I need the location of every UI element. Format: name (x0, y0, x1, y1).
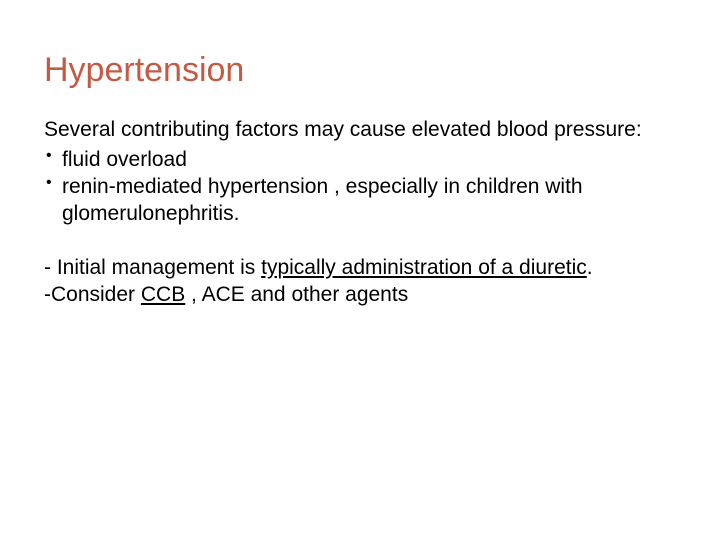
bullet-list: fluid overload renin-mediated hypertensi… (44, 146, 676, 228)
management-line: -Consider CCB , ACE and other agents (44, 281, 676, 308)
intro-text: Several contributing factors may cause e… (44, 117, 676, 143)
list-item: renin-mediated hypertension , especially… (44, 173, 676, 228)
mgmt-suffix: . (587, 256, 593, 279)
mgmt-underlined: CCB (141, 283, 185, 306)
mgmt-underlined: typically administration of a diuretic (261, 256, 587, 279)
mgmt-prefix: - Initial management is (44, 256, 261, 279)
mgmt-prefix: -Consider (44, 283, 141, 306)
slide-title: Hypertension (44, 52, 676, 89)
mgmt-suffix: , ACE and other agents (185, 283, 408, 306)
management-line: - Initial management is typically admini… (44, 254, 676, 281)
list-item: fluid overload (44, 146, 676, 173)
